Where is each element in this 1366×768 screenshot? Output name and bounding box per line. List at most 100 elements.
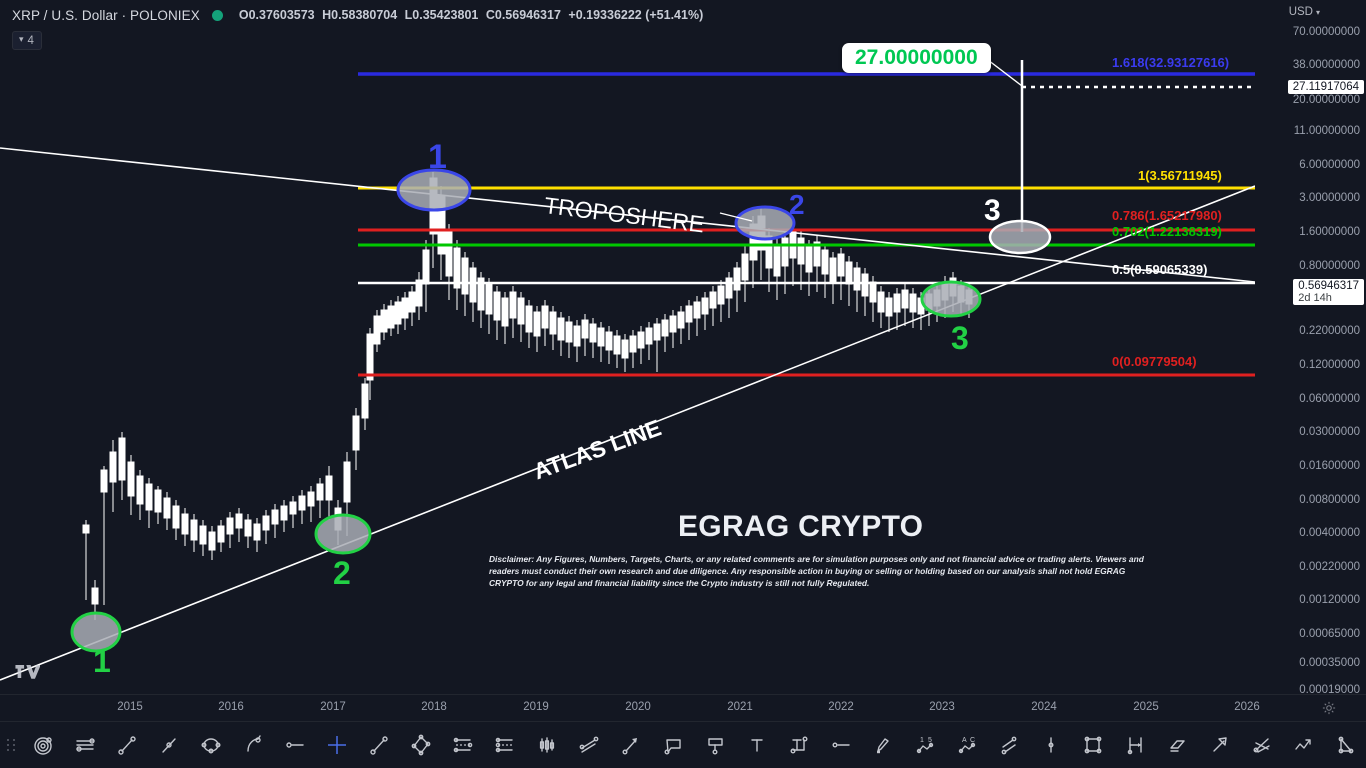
callout-tool[interactable] xyxy=(652,722,694,768)
parallel-channel-tool[interactable] xyxy=(568,722,610,768)
fib-label-0: 0(0.09779504) xyxy=(1112,354,1197,369)
anchored-text-icon xyxy=(790,736,808,754)
target-leader-line xyxy=(987,59,1023,87)
measure-icon xyxy=(1127,737,1142,755)
zigzag-tool[interactable] xyxy=(1282,722,1324,768)
timeframe-selector[interactable]: ▾ 4 xyxy=(12,31,42,50)
rectangle-tool[interactable] xyxy=(1072,722,1114,768)
crosshair-tool[interactable] xyxy=(316,722,358,768)
price-tick: 0.06000000 xyxy=(1299,393,1360,405)
ohlc-values: O0.37603573 H0.58380704 L0.35423801 C0.5… xyxy=(239,8,707,22)
arrow-marker-tool[interactable] xyxy=(610,722,652,768)
dot-line-tool[interactable] xyxy=(274,722,316,768)
price-tick: 1.60000000 xyxy=(1299,226,1360,238)
triangle-tool[interactable] xyxy=(1324,722,1366,768)
time-tick: 2025 xyxy=(1133,701,1159,713)
circle-shape-icon xyxy=(201,738,221,754)
tradingview-logo-icon[interactable] xyxy=(14,662,40,684)
price-tick: 38.00000000 xyxy=(1292,59,1360,71)
troposhere-label-leader xyxy=(719,212,753,222)
text-tool[interactable] xyxy=(736,722,778,768)
marker-ellipse-atlas-1 xyxy=(70,611,122,653)
parallel-lines-tool[interactable] xyxy=(988,722,1030,768)
chart-plot-area[interactable]: 1.618(32.93127616) 1(3.56711945) 0.786(1… xyxy=(0,0,1255,694)
parallelogram-tool[interactable] xyxy=(1156,722,1198,768)
ray-icon xyxy=(832,742,850,748)
time-tick: 2019 xyxy=(523,701,549,713)
marker-label-atlas-2: 2 xyxy=(333,555,351,591)
ray-tool[interactable] xyxy=(820,722,862,768)
trend-line-tools[interactable] xyxy=(64,722,106,768)
fib-label-1618: 1.618(32.93127616) xyxy=(1112,55,1230,70)
marker-ellipse-troposhere-3 xyxy=(988,219,1052,255)
price-axis-unit[interactable]: USD ▾ xyxy=(1288,6,1320,18)
price-tick: 6.00000000 xyxy=(1299,159,1360,171)
trend-line-tool[interactable] xyxy=(106,722,148,768)
parallel-channel-icon xyxy=(579,736,599,753)
fib-label-0702: 0.702(1.22138319) xyxy=(1112,224,1222,239)
price-tick: 11.00000000 xyxy=(1293,125,1360,137)
zigzag-arrow-icon xyxy=(1295,739,1311,750)
watermark-title: EGRAG CRYPTO xyxy=(678,510,924,543)
time-tick: 2016 xyxy=(218,701,244,713)
chevron-down-icon: ▾ xyxy=(1315,8,1320,17)
info-line-icon xyxy=(162,738,176,753)
troposhere-trendline[interactable] xyxy=(0,147,1255,283)
chart-header: XRP / U.S. Dollar · POLONIEX O0.37603573… xyxy=(0,0,1366,30)
text-icon xyxy=(751,739,763,752)
fib-extension-tool[interactable] xyxy=(484,722,526,768)
parallel-lines-icon xyxy=(1001,736,1017,755)
drag-handle-icon[interactable] xyxy=(0,739,22,751)
time-tick: 2020 xyxy=(625,701,651,713)
time-tick: 2022 xyxy=(828,701,854,713)
sticker-tool[interactable] xyxy=(1030,722,1072,768)
crosshair-icon xyxy=(328,736,346,754)
marker-label-troposhere-2: 2 xyxy=(789,189,805,220)
time-axis[interactable]: 2015 2016 2017 2018 2019 2020 2021 2022 2023 2024… xyxy=(0,694,1366,723)
fib-1618-price-badge: 27.11917064 xyxy=(1287,80,1364,94)
marker-label-atlas-1: 1 xyxy=(93,643,111,679)
price-tick: 0.00400000 xyxy=(1299,527,1360,539)
fib-retracement-tool[interactable] xyxy=(442,722,484,768)
info-line-tool[interactable] xyxy=(148,722,190,768)
marker-ellipse-troposhere-1 xyxy=(396,168,472,212)
price-tick: 0.03000000 xyxy=(1299,426,1360,438)
gann-box-tool[interactable] xyxy=(400,722,442,768)
arrow-tool[interactable] xyxy=(1198,722,1240,768)
arrow-marker-icon xyxy=(622,738,637,755)
fib-lines-icon xyxy=(453,737,473,753)
marker-ellipse-atlas-3 xyxy=(920,280,982,318)
svg-text:C: C xyxy=(970,737,975,744)
price-axis[interactable]: USD ▾ 70.00000000 38.00000000 20.00000000 11… xyxy=(1255,0,1366,700)
price-tick: 0.01600000 xyxy=(1299,460,1360,472)
anchored-text-tool[interactable] xyxy=(778,722,820,768)
pitchfork-tool[interactable] xyxy=(1240,722,1282,768)
price-label-icon xyxy=(708,738,723,755)
highlighter-tool[interactable] xyxy=(862,722,904,768)
fib-label-0786: 0.786(1.65217980) xyxy=(1112,208,1222,223)
disclaimer-text: Disclaimer: Any Figures, Numbers, Target… xyxy=(489,554,1144,588)
time-tick: 2026 xyxy=(1234,701,1260,713)
pattern-tool[interactable] xyxy=(526,722,568,768)
cross-tool[interactable] xyxy=(22,722,64,768)
ohlc-close: C0.56946317 xyxy=(485,8,561,22)
triangle-icon xyxy=(1338,736,1354,754)
marker-ellipse-atlas-2 xyxy=(314,513,372,555)
brush-tool[interactable] xyxy=(232,722,274,768)
pitchfork-icon xyxy=(1253,738,1270,753)
ohlc-change: +0.19336222 (+51.41%) xyxy=(568,8,704,22)
time-tick: 2024 xyxy=(1031,701,1057,713)
gear-icon[interactable] xyxy=(1322,701,1336,715)
symbol-title[interactable]: XRP / U.S. Dollar · POLONIEX xyxy=(12,7,200,23)
crosshair-target-icon xyxy=(34,737,52,755)
measure-tool[interactable] xyxy=(1114,722,1156,768)
last-price-badge: 0.56946317 2d 14h xyxy=(1293,279,1364,305)
atlas-trendline[interactable] xyxy=(0,185,1255,681)
shapes-tool[interactable] xyxy=(190,722,232,768)
price-label-tool[interactable] xyxy=(694,722,736,768)
polyline-tool[interactable] xyxy=(358,722,400,768)
price-tick: 0.00065000 xyxy=(1299,628,1360,640)
